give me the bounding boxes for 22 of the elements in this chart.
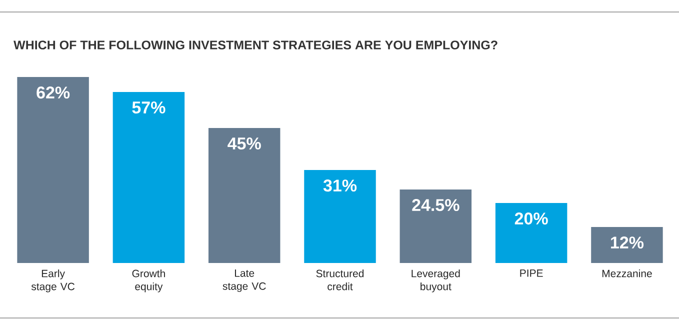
bar (400, 190, 472, 263)
data-label: 45% (228, 138, 261, 150)
bar (112, 92, 185, 263)
data-label: 20% (514, 212, 548, 225)
data-label: 31% (323, 180, 357, 192)
x-tick-label: Leveraged buyout (412, 270, 460, 292)
bar (304, 170, 376, 263)
x-tick-label: Late stage VC (222, 270, 266, 292)
x-tick-label: Early stage VC (31, 270, 75, 292)
bar (591, 227, 663, 263)
data-label: 62% (36, 86, 70, 99)
x-tick-label: PIPE (520, 270, 543, 277)
data-label: 57% (132, 102, 166, 114)
x-tick-label: Structured credit (316, 270, 364, 290)
x-tick-label: Growth equity (132, 270, 165, 292)
bar (495, 203, 568, 263)
data-label: 12% (611, 236, 644, 249)
bar (208, 128, 280, 263)
bar (17, 77, 89, 263)
data-label: 24.5% (412, 199, 460, 212)
x-tick-label: Mezzanine (602, 270, 652, 278)
chart-title: WHICH OF THE FOLLOWING INVESTMENT STRATEGIES ARE YOU EMPLOYING? (14, 40, 498, 50)
